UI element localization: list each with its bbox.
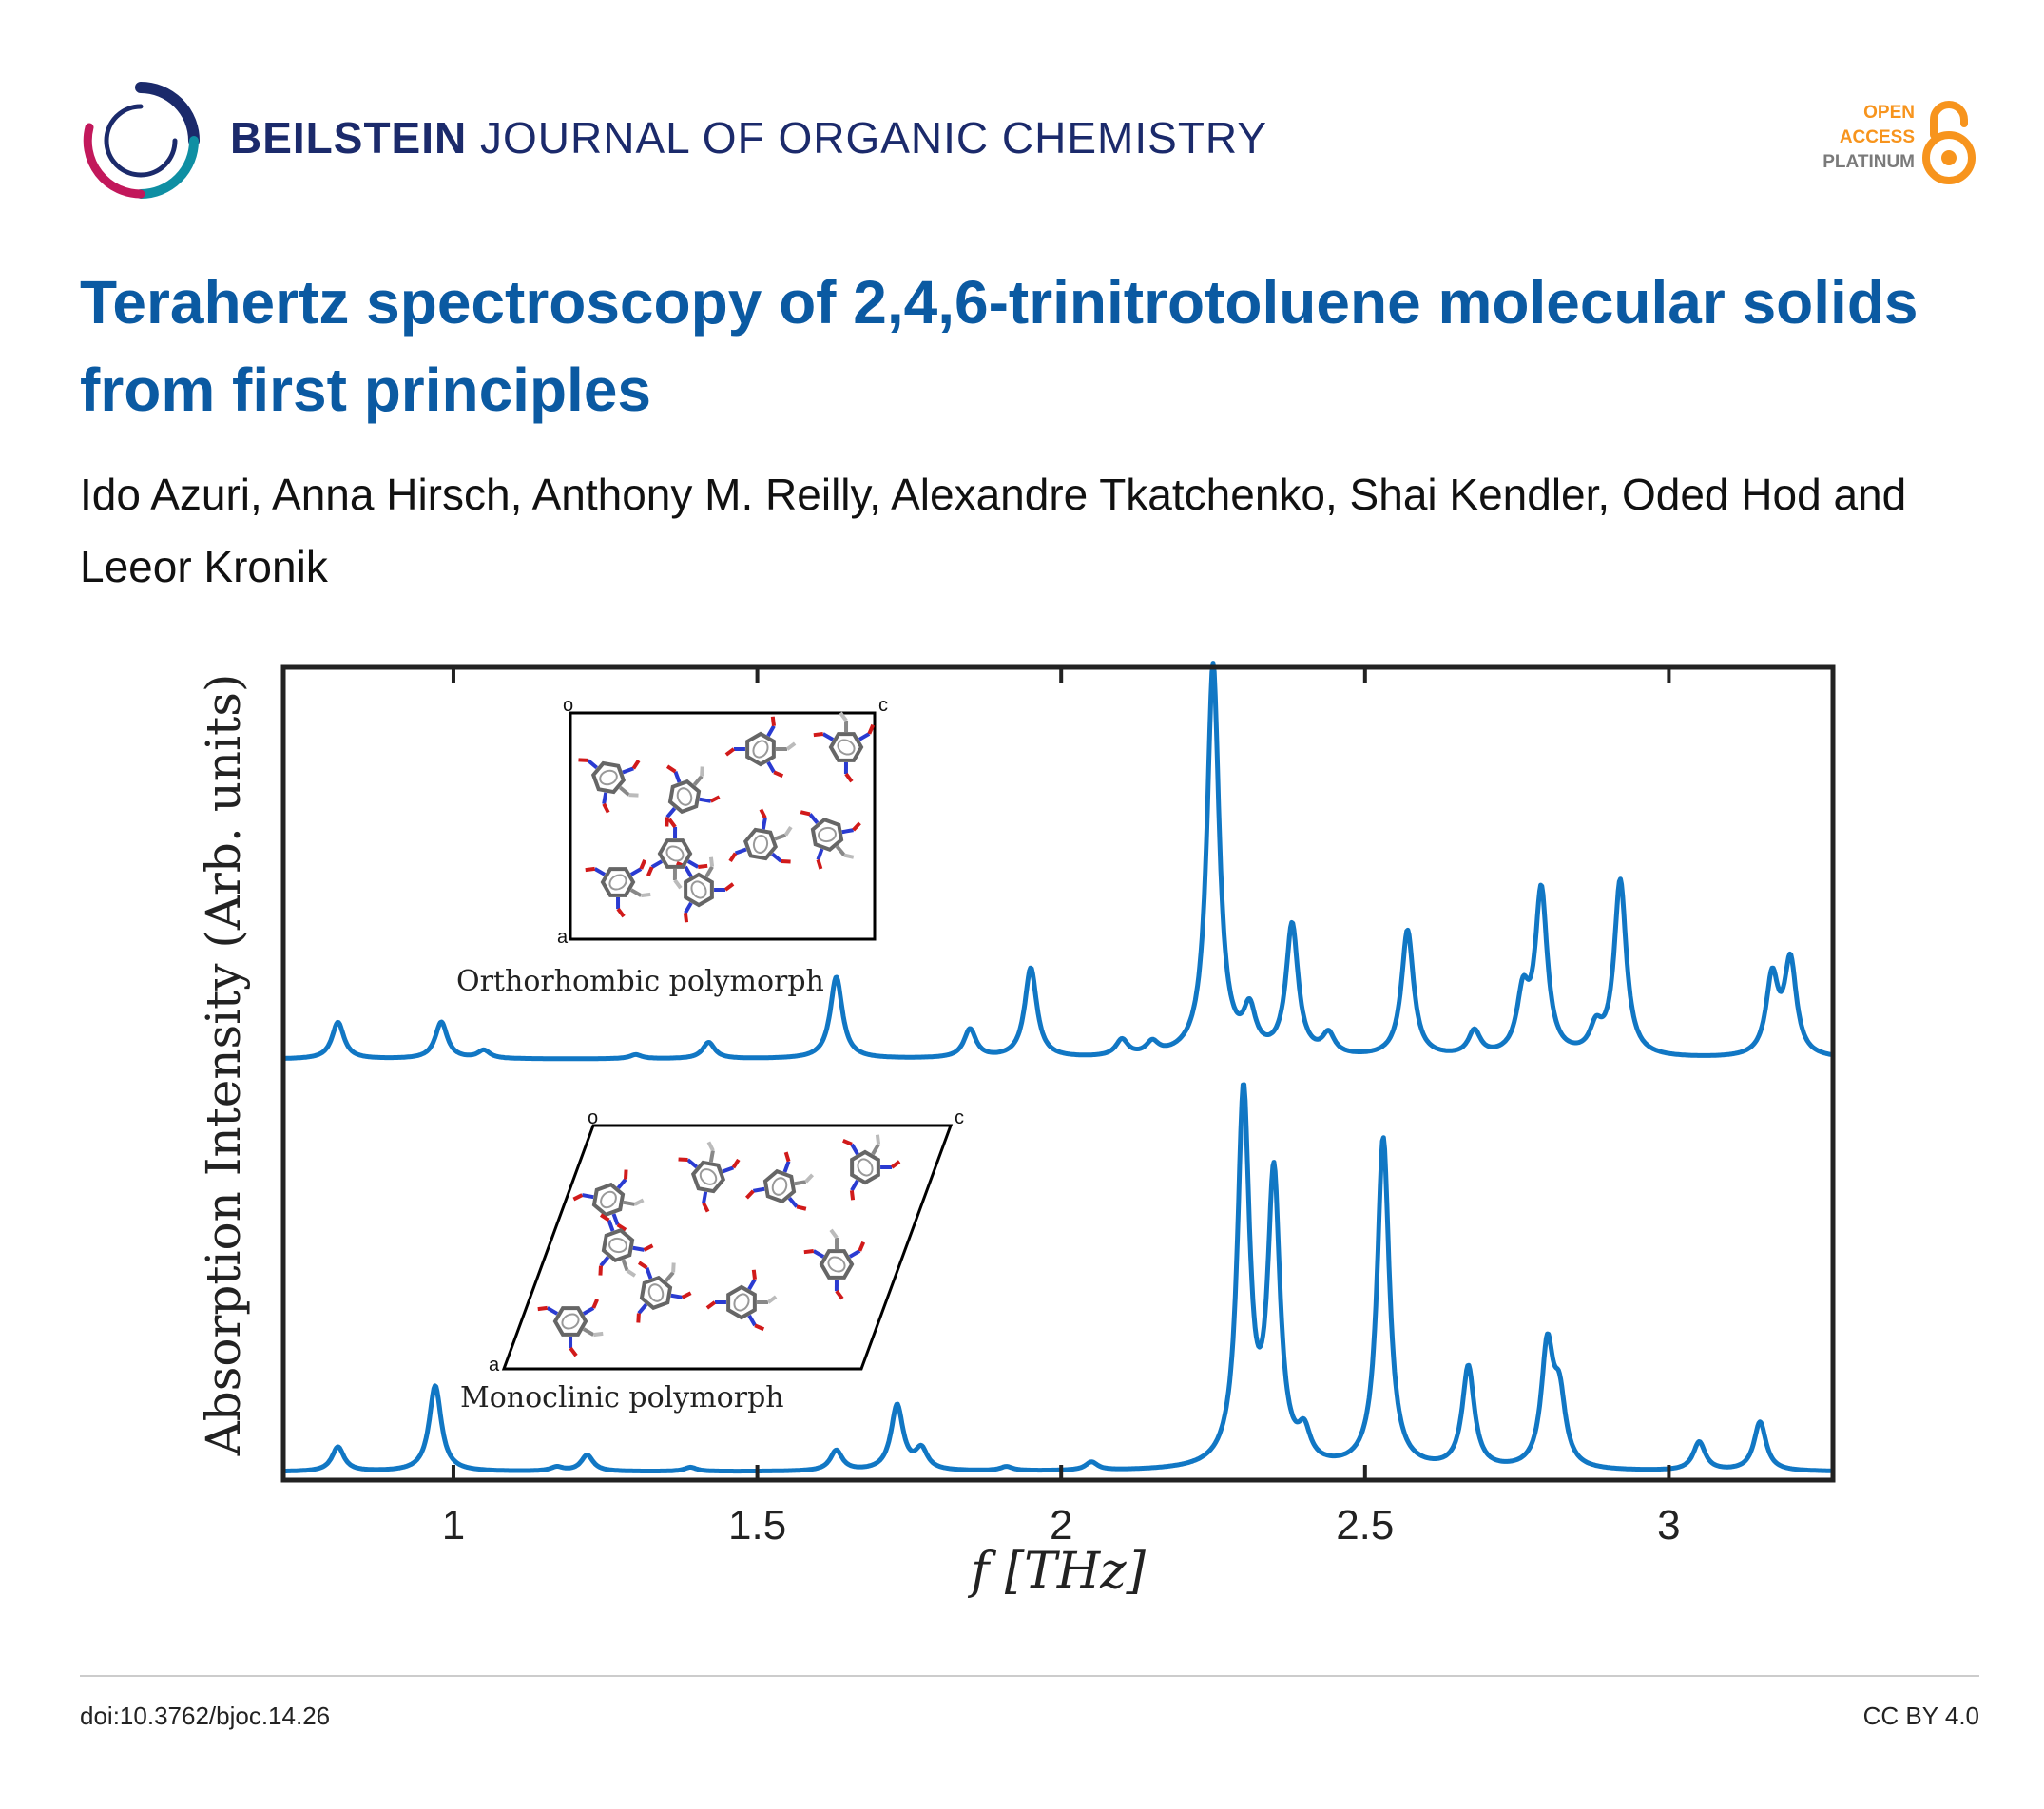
open-access-badge: OPEN ACCESS PLATINUM — [1768, 95, 1977, 186]
spectrum-chart: Absorption Intensity (Arb. units) o c a … — [196, 661, 1836, 1600]
series-line-orthorhombic — [281, 661, 1835, 1062]
inset-top-caption: Orthorhombic polymorph — [456, 965, 824, 998]
inset-bottom-c-label: c — [955, 1107, 964, 1128]
inset-top-origin-label: o — [563, 695, 573, 716]
tnt-molecule-graphic — [678, 1141, 741, 1213]
x-tick-label: 1.5 — [728, 1502, 786, 1549]
series-line-monoclinic — [281, 1082, 1835, 1474]
inset-top-c-label: c — [878, 695, 888, 716]
tnt-molecule-graphic — [744, 1151, 815, 1211]
tnt-molecule-graphic — [676, 856, 735, 923]
article-title[interactable]: Terahertz spectroscopy of 2,4,6-trinitro… — [80, 268, 1919, 424]
journal-name[interactable]: BEILSTEIN JOURNAL OF ORGANIC CHEMISTRY — [230, 112, 1267, 164]
x-tick-label: 3 — [1657, 1502, 1680, 1549]
tnt-molecule-graphic — [636, 1261, 692, 1323]
oa-access-label: ACCESS — [1839, 127, 1915, 147]
license-label[interactable]: CC BY 4.0 — [1862, 1702, 1979, 1730]
tnt-molecule-graphic — [578, 758, 641, 814]
oa-open-label: OPEN — [1863, 103, 1915, 123]
tnt-molecule-graphic — [728, 808, 793, 864]
tnt-molecule-graphic — [646, 818, 708, 890]
inset-bottom-caption: Monoclinic polymorph — [460, 1381, 784, 1414]
tnt-molecule-graphic — [800, 810, 861, 870]
tnt-molecule-graphic — [665, 764, 721, 827]
x-axis-label: f [THz] — [967, 1543, 1146, 1600]
tnt-molecule-graphic — [537, 1299, 604, 1357]
tnt-molecule-graphic — [598, 1213, 654, 1278]
inset-monoclinic: o c a Monoclinic polymorph — [460, 1107, 964, 1414]
tnt-molecule-graphic — [842, 1134, 901, 1201]
inset-top-a-label: a — [557, 927, 569, 948]
journal-name-rest: JOURNAL OF ORGANIC CHEMISTRY — [480, 113, 1267, 163]
journal-logo — [82, 82, 200, 200]
molecule-cluster-top — [578, 711, 876, 923]
plot-frame — [280, 664, 1836, 1483]
tnt-molecule-graphic — [585, 859, 651, 918]
tnt-molecule-graphic — [705, 1269, 778, 1332]
tnt-molecule-graphic — [803, 1228, 866, 1300]
tnt-molecule-graphic — [724, 716, 797, 779]
inset-bottom-a-label: a — [489, 1355, 500, 1376]
footer-divider — [80, 1675, 1979, 1677]
doi-link[interactable]: doi:10.3762/bjoc.14.26 — [80, 1702, 331, 1730]
tnt-molecule-graphic — [813, 711, 876, 783]
inset-orthorhombic: o c a Orthorhombic polymorph — [456, 695, 888, 998]
article-authors: Ido Azuri, Anna Hirsch, Anthony M. Reill… — [80, 470, 1907, 591]
inset-bottom-origin-label: o — [588, 1107, 598, 1128]
tnt-molecule-graphic — [572, 1169, 645, 1232]
beilstein-ring-logo-icon — [83, 82, 200, 199]
oa-platinum-label: PLATINUM — [1822, 152, 1915, 172]
open-access-lock-icon — [1922, 101, 1976, 184]
x-tick-label: 2 — [1050, 1502, 1072, 1549]
x-tick-label: 1 — [442, 1502, 465, 1549]
journal-name-bold: BEILSTEIN — [230, 113, 468, 163]
y-axis-label: Absorption Intensity (Arb. units) — [196, 674, 251, 1457]
molecule-cluster-bottom — [537, 1134, 901, 1357]
x-tick-label: 2.5 — [1336, 1502, 1394, 1549]
figure-spectrum: Absorption Intensity (Arb. units) o c a … — [190, 656, 1863, 1626]
